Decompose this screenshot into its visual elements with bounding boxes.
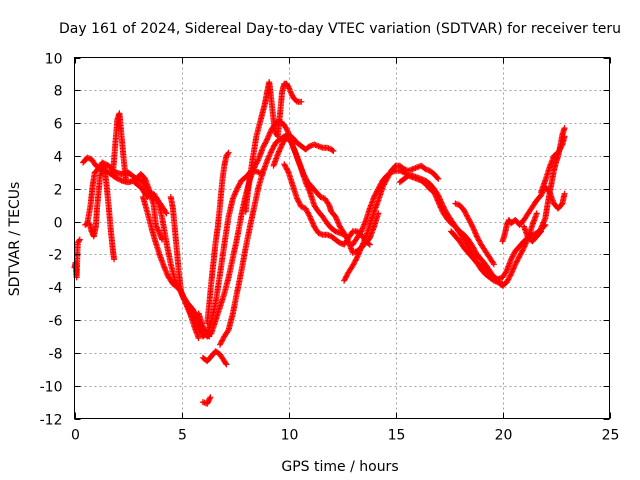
data-point [329, 147, 336, 154]
y-tick-label: 6 [54, 117, 63, 133]
data-point [499, 280, 506, 287]
x-tick-label: 10 [281, 428, 299, 444]
data-point [225, 149, 232, 156]
data-point [561, 190, 568, 197]
series-arc-5 [110, 110, 129, 182]
y-tick-label: 4 [54, 150, 63, 166]
axis-ticks [74, 57, 611, 420]
data-point [510, 252, 517, 259]
x-tick-labels: 0 5 10 15 20 25 [71, 428, 619, 444]
data-point [365, 240, 372, 247]
data-point [195, 335, 202, 342]
series-arc-22 [499, 184, 568, 245]
data-point [222, 360, 229, 367]
data-point [298, 98, 305, 105]
y-tick-label: -2 [49, 248, 63, 264]
data-point [537, 229, 544, 236]
data-point [434, 174, 441, 181]
series-arc-11 [199, 394, 214, 407]
x-tick-label: 5 [178, 428, 187, 444]
data-point [435, 175, 442, 182]
y-tick-labels: -12 -10 -8 -6 -4 -2 0 2 4 6 8 10 [40, 52, 63, 429]
series-arc-13 [217, 131, 337, 348]
plot-frame [74, 57, 610, 419]
y-axis-label: SDTVAR / TECUs [7, 182, 23, 297]
data-point [558, 142, 565, 149]
data-point [76, 236, 83, 243]
data-point [561, 133, 568, 140]
x-tick-label: 25 [602, 428, 620, 444]
data-point [330, 148, 337, 154]
series-arc-25 [520, 223, 544, 245]
x-tick-label: 0 [71, 428, 80, 444]
data-point [533, 210, 540, 217]
series-arc-10 [199, 348, 230, 368]
series-arc-12 [204, 149, 232, 327]
y-tick-label: 2 [54, 183, 63, 199]
y-tick-label: 0 [54, 216, 63, 232]
data-point [111, 256, 118, 263]
y-tick-label: 8 [54, 84, 63, 100]
y-tick-label: -8 [49, 347, 63, 363]
series-arc-14 [242, 79, 305, 215]
data-point [114, 175, 121, 182]
y-tick-label: -10 [40, 380, 63, 396]
y-tick-label: -4 [49, 281, 63, 297]
data-point [366, 241, 373, 248]
data-point [122, 175, 129, 182]
series-arc-17 [341, 162, 442, 284]
y-tick-label: -6 [49, 314, 63, 330]
data-point [561, 125, 568, 132]
series-arc-24 [538, 133, 568, 196]
y-tick-label: -12 [40, 413, 63, 429]
chart-title: Day 161 of 2024, Sidereal Day-to-day VTE… [59, 21, 621, 37]
data-point [490, 261, 497, 268]
data-point [163, 210, 170, 217]
data-point [224, 328, 231, 335]
y-tick-label: 10 [45, 52, 63, 68]
data-point [538, 228, 544, 235]
x-tick-label: 15 [388, 428, 406, 444]
series-arc-7 [140, 194, 202, 342]
series-arc-20 [448, 221, 549, 282]
x-tick-label: 20 [495, 428, 513, 444]
data-point [223, 361, 230, 368]
series-arc-19 [396, 172, 506, 287]
series-arc-21 [452, 200, 497, 268]
x-axis-label: GPS time / hours [281, 459, 398, 475]
series-arc-15 [270, 134, 382, 256]
data-point [207, 394, 214, 401]
data-point [76, 237, 83, 244]
data-point [206, 395, 213, 402]
data-markers [71, 79, 568, 407]
series-arc-8 [167, 167, 266, 340]
data-point [224, 150, 231, 157]
series-arc-4 [86, 162, 118, 263]
